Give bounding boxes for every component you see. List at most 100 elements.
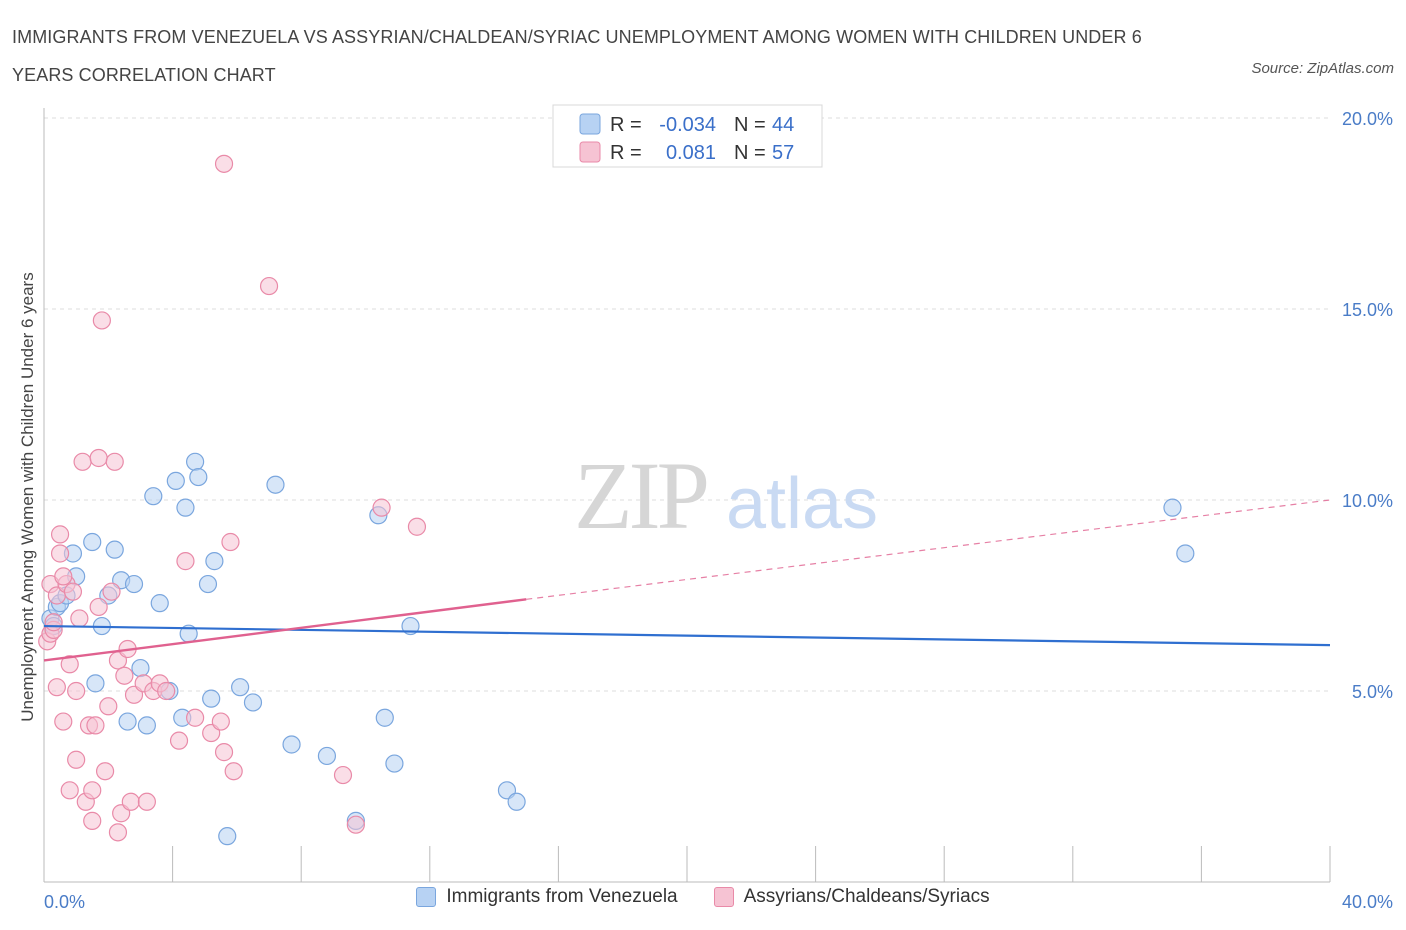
legend-item-venezuela: Immigrants from Venezuela [416, 886, 678, 908]
y-tick-label: 5.0% [1352, 682, 1393, 702]
point-assyrian [99, 697, 118, 716]
legend-swatch-blue [579, 113, 601, 135]
point-assyrian [221, 532, 240, 552]
y-tick-label: 20.0% [1342, 109, 1393, 129]
point-assyrian [224, 762, 243, 781]
point-venezuela [1163, 498, 1182, 517]
point-venezuela [375, 708, 394, 727]
point-assyrian [44, 613, 63, 632]
point-venezuela [118, 712, 137, 731]
watermark-zip: ZIP [574, 442, 707, 549]
point-venezuela [150, 594, 169, 613]
point-assyrian [47, 678, 66, 697]
point-assyrian [83, 781, 102, 800]
point-assyrian [214, 743, 234, 762]
legend-r-value: 0.081 [666, 142, 716, 164]
chart-source: Source: ZipAtlas.com [1251, 60, 1394, 77]
legend-n-label: N = [734, 142, 766, 164]
legend-item-assyrian: Assyrians/Chaldeans/Syriacs [713, 886, 990, 908]
point-assyrian [73, 452, 92, 471]
point-assyrian [83, 811, 102, 830]
point-venezuela [176, 498, 195, 517]
legend-r-label: R = [610, 142, 642, 164]
point-assyrian [169, 731, 189, 750]
point-assyrian [67, 750, 86, 769]
point-venezuela [144, 487, 163, 506]
trend-line-venezuela [43, 624, 1331, 647]
trend-line-assyrian-extended [526, 499, 1331, 600]
x-tick-label: 0.0% [44, 892, 85, 912]
grid-lines [44, 117, 1330, 692]
point-venezuela [317, 746, 337, 766]
legend-r-label: R = [610, 114, 642, 136]
watermark: ZIP atlas [574, 442, 878, 549]
point-venezuela [202, 689, 221, 708]
point-assyrian [50, 544, 70, 563]
point-venezuela [105, 540, 124, 559]
point-assyrian [372, 498, 391, 517]
legend-swatch-pink [579, 141, 601, 163]
legend-label: Assyrians/Chaldeans/Syriacs [743, 886, 990, 907]
point-assyrian [211, 712, 230, 731]
point-venezuela [86, 674, 105, 693]
tick-labels: 5.0% 10.0% 15.0% 20.0% 0.0% 40.0% [44, 109, 1393, 912]
legend-n-label: N = [734, 114, 766, 136]
point-venezuela [137, 716, 156, 735]
point-assyrian [86, 716, 105, 735]
point-assyrian [407, 517, 427, 536]
point-venezuela [186, 452, 205, 471]
point-assyrian [54, 567, 73, 586]
point-venezuela [131, 658, 150, 678]
point-venezuela [166, 471, 185, 490]
legend-label: Immigrants from Venezuela [446, 886, 678, 907]
point-venezuela [124, 574, 144, 594]
point-venezuela [218, 827, 237, 846]
point-assyrian [121, 792, 140, 811]
point-venezuela [231, 678, 250, 697]
point-assyrian [89, 597, 108, 617]
chart-title: IMMIGRANTS FROM VENEZUELA VS ASSYRIAN/CH… [12, 27, 1142, 85]
legend-swatch-blue [416, 887, 437, 907]
point-assyrian [115, 666, 134, 685]
point-venezuela [189, 467, 208, 487]
x-tick-label: 40.0% [1342, 892, 1393, 912]
point-assyrian [108, 823, 128, 842]
watermark-atlas: atlas [726, 464, 878, 544]
y-tick-label: 15.0% [1342, 300, 1393, 320]
point-venezuela [243, 693, 263, 712]
point-assyrian [346, 815, 365, 834]
legend-swatch-pink [713, 887, 734, 907]
point-venezuela [83, 532, 102, 552]
trend-lines [43, 499, 1331, 662]
point-assyrian [259, 276, 279, 296]
point-assyrian [89, 448, 108, 468]
point-assyrian [102, 582, 121, 601]
legend-n-value: 44 [772, 114, 794, 136]
point-venezuela [401, 616, 420, 636]
legend-n-value: 57 [772, 142, 794, 164]
series-legend: Immigrants from Venezuela Assyrians/Chal… [0, 886, 1406, 908]
point-assyrian [95, 762, 115, 781]
legend-r-value: -0.034 [659, 114, 716, 136]
point-venezuela [266, 475, 285, 494]
point-assyrian [214, 154, 234, 173]
point-assyrian [157, 681, 176, 701]
trend-line-assyrian [43, 598, 527, 662]
y-tick-label: 10.0% [1342, 491, 1393, 511]
point-assyrian [63, 582, 83, 601]
point-assyrian [186, 708, 205, 727]
point-assyrian [60, 781, 79, 800]
point-venezuela [1176, 544, 1195, 563]
point-venezuela [385, 754, 404, 773]
point-assyrian [92, 311, 111, 330]
point-assyrian [333, 765, 353, 785]
axes [43, 108, 1331, 883]
point-assyrian [176, 552, 195, 571]
point-assyrian [67, 681, 86, 701]
point-venezuela [507, 792, 526, 811]
point-assyrian [105, 452, 124, 471]
data-points [38, 154, 1195, 846]
point-assyrian [50, 525, 70, 544]
point-venezuela [198, 574, 218, 594]
